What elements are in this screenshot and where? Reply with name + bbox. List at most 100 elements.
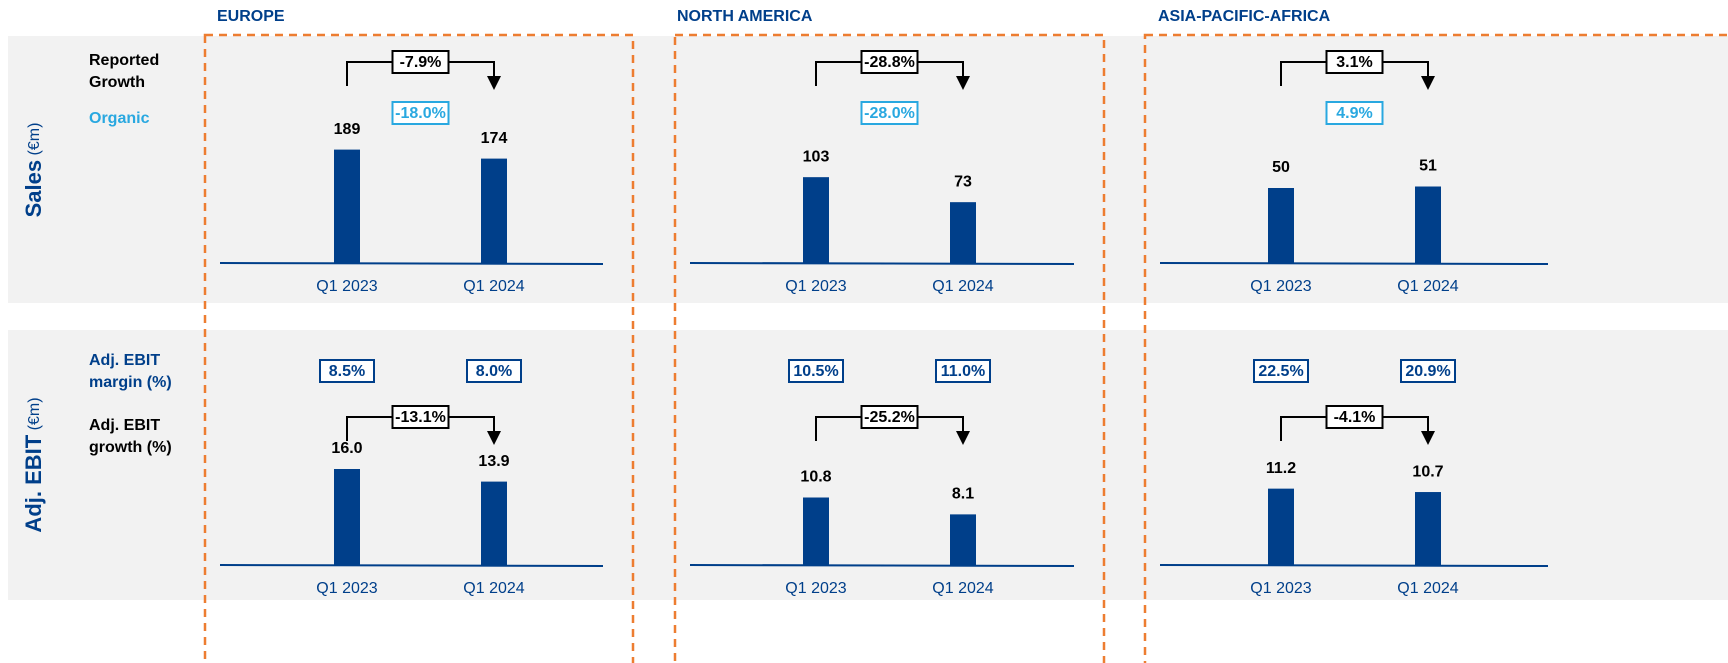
row-title-main: Sales [21, 160, 46, 218]
pct-label: 22.5% [1258, 363, 1303, 380]
value-label: 51 [1419, 158, 1437, 175]
bar [481, 158, 507, 263]
pct-label: 3.1% [1336, 54, 1372, 71]
pct-box [391, 50, 450, 74]
ebit-panel [8, 330, 1728, 600]
value-label: 50 [1272, 159, 1290, 176]
region-frame [673, 33, 1106, 663]
x-tick-label: Q1 2024 [463, 580, 524, 597]
pct-box [860, 50, 919, 74]
baseline [1159, 262, 1549, 265]
x-tick-label: Q1 2023 [316, 580, 377, 597]
row-title-main: Adj. EBIT [21, 434, 46, 532]
x-tick-label: Q1 2024 [1397, 278, 1458, 295]
value-label: 10.7 [1412, 463, 1443, 480]
bar [950, 202, 976, 263]
pct-box [391, 405, 450, 429]
pct-box [1325, 405, 1384, 429]
pct-box [860, 101, 919, 125]
pct-label: 20.9% [1405, 363, 1450, 380]
sales-panel [8, 36, 1728, 303]
row-label: Adj. EBIT [89, 417, 160, 434]
row-label: Growth [89, 74, 145, 91]
row-label: Organic [89, 110, 150, 127]
pct-label: 8.5% [329, 363, 365, 380]
pct-label: -13.1% [395, 409, 446, 426]
x-tick-label: Q1 2023 [316, 278, 377, 295]
x-tick-label: Q1 2024 [1397, 580, 1458, 597]
value-label: 189 [334, 121, 361, 138]
pct-label: 4.9% [1336, 105, 1372, 122]
x-tick-label: Q1 2024 [932, 580, 993, 597]
pct-box [935, 359, 991, 383]
pct-label: 11.0% [941, 363, 985, 380]
region-title: NORTH AMERICA [677, 8, 813, 25]
row-title-unit: (€m) [26, 397, 43, 430]
bar [1415, 186, 1441, 263]
pct-box [1325, 101, 1384, 125]
baseline [689, 564, 1075, 567]
pct-box [466, 359, 522, 383]
row-title: Sales (€m) [21, 123, 46, 218]
pct-label: -7.9% [400, 54, 442, 71]
growth-arrow [956, 431, 970, 445]
row-label: growth (%) [89, 439, 172, 456]
baseline [1159, 564, 1549, 567]
value-label: 13.9 [478, 453, 509, 470]
bar [1268, 488, 1294, 565]
baseline [689, 262, 1075, 265]
pct-box [1325, 50, 1384, 74]
bar [803, 497, 829, 565]
growth-arrow [487, 431, 501, 445]
row-title: Adj. EBIT (€m) [21, 397, 46, 532]
value-label: 73 [954, 173, 972, 190]
pct-box [319, 359, 375, 383]
bar [334, 469, 360, 565]
pct-label: -18.0% [395, 105, 446, 122]
x-tick-label: Q1 2023 [1250, 580, 1311, 597]
bar [334, 149, 360, 263]
value-label: 10.8 [800, 469, 831, 486]
row-title-unit: (€m) [26, 123, 43, 156]
pct-label: -28.0% [864, 105, 915, 122]
pct-label: 8.0% [476, 363, 512, 380]
pct-box [391, 101, 450, 125]
growth-arrow [1421, 431, 1435, 445]
region-title: EUROPE [217, 8, 285, 25]
growth-arrow [956, 76, 970, 90]
region-title: ASIA-PACIFIC-AFRICA [1158, 8, 1331, 25]
pct-label: -25.2% [864, 409, 915, 426]
x-tick-label: Q1 2023 [785, 278, 846, 295]
x-tick-label: Q1 2023 [785, 580, 846, 597]
pct-label: -4.1% [1334, 409, 1376, 426]
value-label: 11.2 [1266, 460, 1296, 477]
pct-label: 10.5% [793, 363, 838, 380]
bar [1268, 188, 1294, 263]
pct-label: -28.8% [864, 54, 915, 71]
value-label: 8.1 [952, 486, 974, 503]
baseline [219, 262, 604, 265]
value-label: 16.0 [331, 440, 362, 457]
pct-box [1253, 359, 1309, 383]
baseline [219, 564, 604, 567]
region-frame [1143, 33, 1728, 663]
bar [950, 514, 976, 565]
growth-arrow [1421, 76, 1435, 90]
x-tick-label: Q1 2023 [1250, 278, 1311, 295]
bar [1415, 492, 1441, 565]
x-tick-label: Q1 2024 [932, 278, 993, 295]
bar [803, 177, 829, 263]
value-label: 174 [481, 130, 508, 147]
row-label: margin (%) [89, 374, 172, 391]
pct-box [1400, 359, 1456, 383]
row-label: Adj. EBIT [89, 352, 160, 369]
region-frame [203, 33, 635, 663]
pct-box [860, 405, 919, 429]
row-label: Reported [89, 52, 159, 69]
value-label: 103 [803, 148, 830, 165]
growth-arrow [487, 76, 501, 90]
x-tick-label: Q1 2024 [463, 278, 524, 295]
bar [481, 481, 507, 565]
pct-box [788, 359, 844, 383]
